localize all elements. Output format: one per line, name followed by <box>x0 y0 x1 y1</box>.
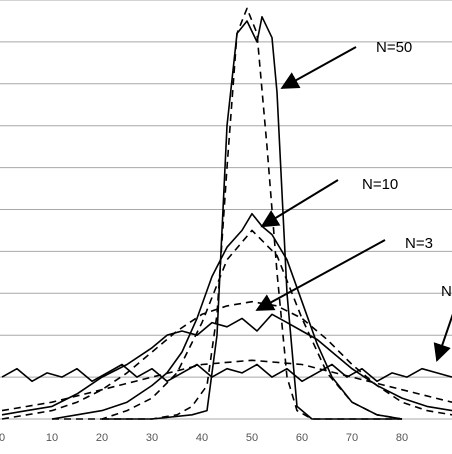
x-tick-labels: 0 10 20 30 40 50 60 70 80 <box>0 432 408 444</box>
series-group <box>1 7 452 420</box>
series-line-6 <box>52 229 403 420</box>
series-line-3 <box>1 313 452 416</box>
series-line-4 <box>1 300 452 420</box>
annotation-arrow <box>255 239 386 311</box>
x-tick-label: 80 <box>396 432 408 444</box>
x-tick-label: 70 <box>346 432 358 444</box>
x-tick-label: 60 <box>296 432 308 444</box>
annotation-arrow <box>260 179 339 228</box>
annotation-arrow <box>280 46 357 89</box>
x-tick-label: 20 <box>96 432 108 444</box>
annotation-label: N=3 <box>405 235 433 252</box>
x-tick-label: 10 <box>46 432 58 444</box>
series-line-5 <box>51 212 403 420</box>
gridlines <box>0 0 452 420</box>
x-tick-label: 40 <box>196 432 208 444</box>
x-tick-label: 30 <box>146 432 158 444</box>
series-line-2 <box>1 359 452 412</box>
annotation-label: N=10 <box>362 176 398 193</box>
annotation-label: N <box>441 283 452 300</box>
annotation-label: N=50 <box>376 39 412 56</box>
annotation-arrow <box>433 313 452 363</box>
series-line-7 <box>102 15 402 420</box>
x-tick-label: 0 <box>0 432 5 444</box>
annotations: N=50 N=10 N=3 N <box>255 39 452 363</box>
x-tick-label: 50 <box>246 432 258 444</box>
series-line-8 <box>102 7 402 420</box>
series-line-1 <box>1 363 452 383</box>
